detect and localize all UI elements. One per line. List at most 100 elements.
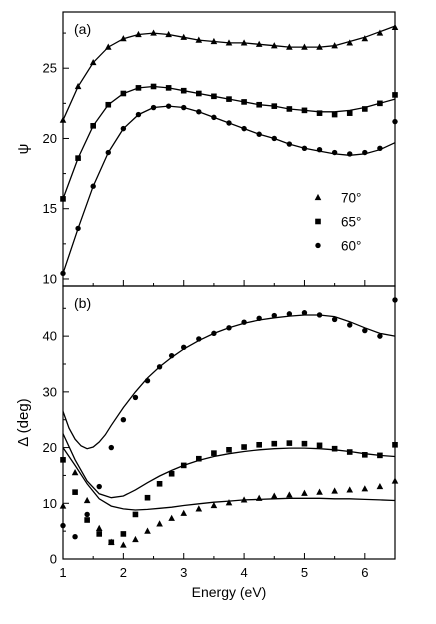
series-2 [59,469,399,548]
x-tick-label: 4 [240,565,247,580]
data-point-square [271,440,278,447]
data-point-triangle [391,23,399,31]
data-point-triangle [59,502,67,509]
fit-line [62,85,396,200]
panel-label: (a) [74,21,91,37]
data-point-square [331,111,338,118]
data-point-triangle [346,486,354,493]
data-point-triangle [168,514,175,521]
data-point-triangle [144,527,151,534]
data-point-triangle [361,485,369,492]
data-point-triangle [83,496,91,504]
data-point-circle [392,297,398,303]
legend-marker-triangle [314,193,322,201]
data-point-circle [84,511,90,518]
fit-line [62,25,396,121]
data-point-square [241,444,247,450]
fit-line [62,433,396,499]
data-point-triangle [286,491,293,498]
data-point-square [72,489,78,495]
series-5 [62,105,396,274]
series-1 [60,440,398,546]
legend-label: 60° [341,238,361,253]
legend-label: 70° [341,190,361,205]
plot-frame [62,285,396,560]
data-point-triangle [270,492,278,499]
data-point-triangle [361,35,369,42]
data-point-square [84,517,90,523]
x-tick-label: 2 [120,565,127,580]
data-point-triangle [391,477,399,484]
data-point-circle [331,316,338,323]
data-point-circle [271,312,277,319]
y-axis-label: Δ (deg) [15,398,32,446]
data-point-triangle [180,509,188,516]
data-point-triangle [95,524,103,531]
series-4 [62,433,396,499]
data-point-triangle [225,499,233,506]
data-point-triangle [376,29,384,36]
data-point-square [286,440,293,446]
data-point-square [301,440,308,447]
data-point-square [362,452,368,458]
data-point-square [392,441,398,448]
series-5 [62,447,396,511]
series-3 [62,25,396,121]
data-point-triangle [156,520,163,527]
data-point-square [346,110,353,116]
y-tick-label: 20 [43,440,57,455]
data-point-triangle [210,501,218,509]
data-point-circle [347,322,353,328]
data-point-square [60,457,66,463]
data-point-square [144,494,151,501]
y-tick-label: 15 [43,201,57,216]
data-point-square [211,450,217,456]
x-tick-label: 6 [361,565,368,580]
y-tick-label: 25 [43,61,57,76]
x-axis-label: Energy (eV) [192,584,267,600]
data-point-circle [362,327,368,334]
legend-marker-circle [315,242,321,249]
panel-b: 1 2 3 4 5 6 0 10 20 30 40 Δ (deg) Energy (eV) (b) [15,285,399,600]
y-tick-label: 20 [43,131,57,146]
panel-label: (b) [74,295,91,311]
series-4 [62,85,396,200]
y-tick-label: 10 [43,271,57,286]
x-tick-label: 5 [301,565,308,580]
data-point-triangle [195,505,203,512]
data-point-square [256,441,262,448]
data-point-circle [132,394,139,401]
y-axis-label: ψ [15,144,32,155]
data-point-triangle [120,541,127,548]
data-point-triangle [346,39,354,46]
data-point-circle [96,483,102,490]
data-point-square [96,531,103,537]
data-point-square [362,106,368,112]
data-point-circle [120,417,127,423]
data-point-triangle [331,487,338,494]
y-tick-label: 30 [43,384,57,399]
legend: 70° 65° 60° [314,190,361,253]
fit-line [62,314,396,450]
data-point-square [156,480,163,487]
data-point-square [316,110,323,116]
panel-a: 10 15 20 25 ψ (a) 70° 65° 60° [15,11,399,287]
data-point-square [168,470,175,477]
data-point-square [120,531,127,537]
data-point-square [316,442,323,449]
series-1 [60,83,398,202]
data-point-triangle [376,482,384,490]
data-point-triangle [132,535,139,543]
data-point-circle [72,534,78,540]
fit-line [62,447,396,511]
data-point-square [226,447,232,453]
data-point-circle [286,311,293,317]
x-tick-label: 3 [180,565,187,580]
y-tick-label: 0 [50,552,57,567]
data-point-square [132,511,139,518]
fit-line [62,105,396,274]
data-point-circle [60,522,66,529]
y-tick-label: 10 [43,496,57,511]
legend-marker-square [315,218,321,225]
